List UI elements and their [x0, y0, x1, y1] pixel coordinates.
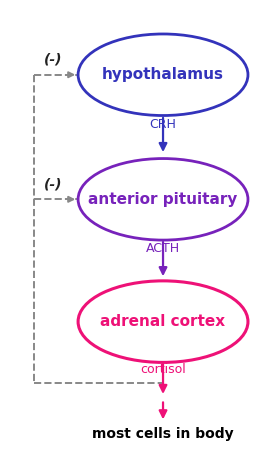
Text: anterior pituitary: anterior pituitary: [88, 192, 238, 207]
Text: ACTH: ACTH: [146, 242, 180, 255]
Text: hypothalamus: hypothalamus: [102, 67, 224, 82]
Text: (-): (-): [44, 53, 63, 67]
Text: CRH: CRH: [150, 118, 176, 131]
Text: adrenal cortex: adrenal cortex: [101, 314, 226, 329]
Text: most cells in body: most cells in body: [92, 427, 234, 441]
Text: cortisol: cortisol: [140, 362, 186, 376]
Text: (-): (-): [44, 178, 63, 191]
